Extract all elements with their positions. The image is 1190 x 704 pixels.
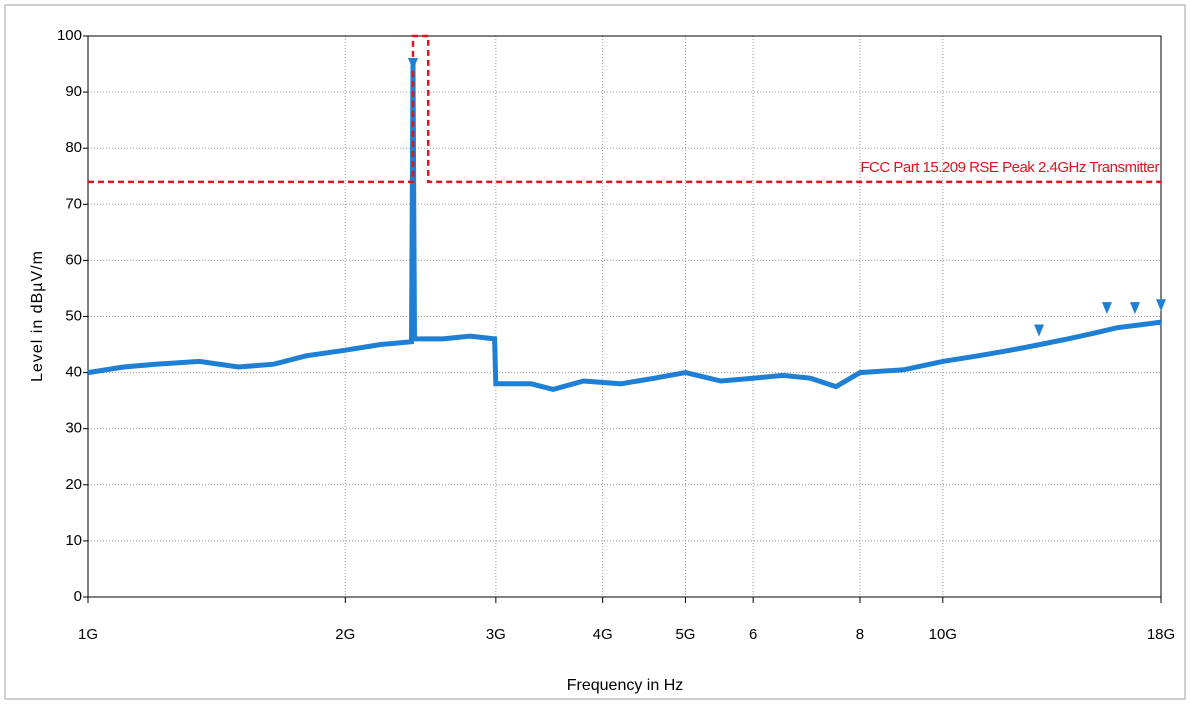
plot-border	[87, 35, 1162, 598]
x-tick-label: 4G	[593, 626, 613, 643]
limit-line	[88, 34, 1161, 184]
y-tick-label: 90	[65, 83, 82, 100]
y-tick-label: 10	[65, 532, 82, 549]
x-tick-label: 6	[749, 626, 757, 643]
marker	[1156, 299, 1166, 312]
x-tick-label: 5G	[675, 626, 695, 643]
x-tick-label: 2G	[335, 626, 355, 643]
x-tick-label: 1G	[78, 626, 98, 643]
y-tick-label: 60	[65, 251, 82, 268]
y-tick-label: 80	[65, 139, 82, 156]
x-tick-label: 3G	[486, 626, 506, 643]
x-tick-label: 18G	[1147, 626, 1175, 643]
trace	[87, 64, 1162, 392]
y-tick-label: 70	[65, 195, 82, 212]
x-axis-label: Frequency in Hz	[567, 677, 684, 694]
y-tick-label: 0	[74, 588, 82, 605]
marker	[1034, 324, 1045, 337]
y-axis-label: Level in dBµV/m	[29, 250, 46, 382]
x-tick-label: 10G	[929, 626, 957, 643]
marker	[408, 58, 419, 71]
y-tick-label: 40	[65, 364, 82, 381]
x-tick-label: 8	[856, 626, 864, 643]
y-tick-label: 20	[65, 476, 82, 493]
marker	[1101, 302, 1112, 315]
legend-label: FCC Part 15.209 RSE Peak 2.4GHz Transmit…	[860, 159, 1159, 176]
marker	[1129, 302, 1140, 315]
y-tick-label: 100	[57, 27, 82, 44]
y-tick-label: 30	[65, 420, 82, 437]
y-tick-label: 50	[65, 307, 82, 324]
